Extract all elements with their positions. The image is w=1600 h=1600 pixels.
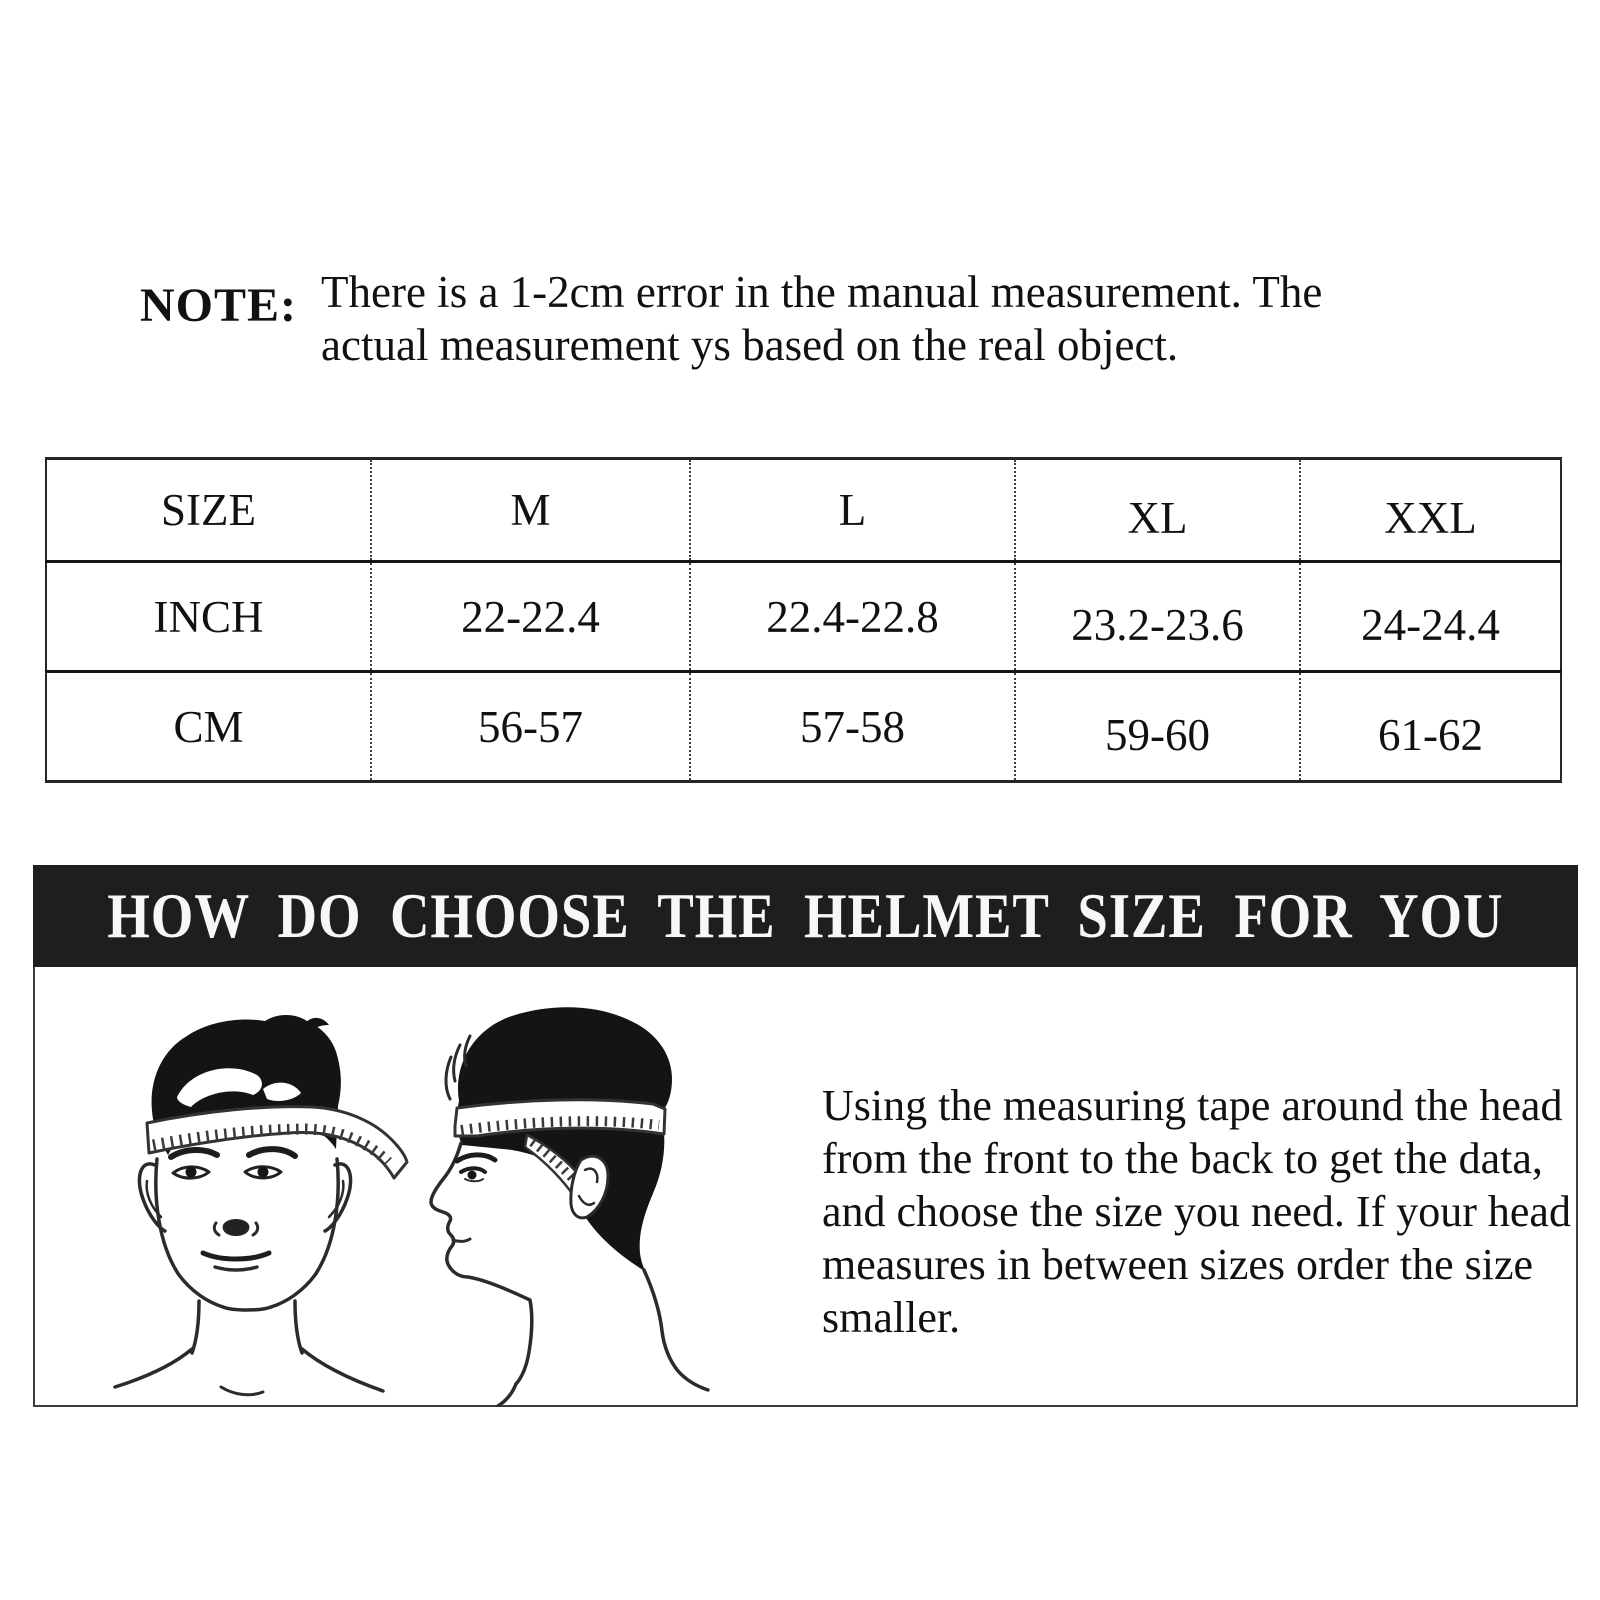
cm-l: 57-58 bbox=[689, 671, 1015, 782]
header-xxl: XXL bbox=[1299, 458, 1561, 562]
note-label: NOTE: bbox=[140, 279, 298, 332]
header-m: M bbox=[370, 458, 690, 562]
header-size: SIZE bbox=[161, 485, 256, 535]
cm-xxl: 61-62 bbox=[1299, 671, 1561, 782]
note-line-1: There is a 1-2cm error in the manual mea… bbox=[321, 267, 1323, 317]
instructions-line-1: Using the measuring tape around the head bbox=[822, 1081, 1563, 1130]
side-head-illustration bbox=[429, 1007, 710, 1407]
cm-m: 56-57 bbox=[370, 671, 690, 782]
table-row-inch: INCH 22-22.4 22.4-22.8 23.2-23.6 24-24.4 bbox=[46, 561, 1561, 672]
inch-xl: 23.2-23.6 bbox=[1014, 561, 1300, 672]
header-l: L bbox=[689, 458, 1015, 562]
instructions-line-4: measures in between sizes order the size bbox=[822, 1240, 1534, 1289]
cm-xl: 59-60 bbox=[1014, 671, 1300, 782]
note-section: NOTE: There is a 1-2cm error in the manu… bbox=[140, 266, 1322, 372]
instructions-line-3: and choose the size you need. If your he… bbox=[822, 1187, 1571, 1236]
head-measurement-illustration bbox=[113, 1007, 710, 1407]
row-label-inch: INCH bbox=[153, 591, 264, 642]
note-line-2: actual measurement ys based on the real … bbox=[321, 320, 1179, 370]
inch-l: 22.4-22.8 bbox=[689, 561, 1015, 672]
inch-m: 22-22.4 bbox=[370, 561, 690, 672]
note-text: There is a 1-2cm error in the manual mea… bbox=[321, 266, 1322, 372]
instructions-line-2: from the front to the back to get the da… bbox=[822, 1134, 1543, 1183]
row-label-cm: CM bbox=[173, 701, 244, 752]
header-xl: XL bbox=[1014, 458, 1300, 562]
inch-xxl: 24-24.4 bbox=[1299, 561, 1561, 672]
banner-title: HOW DO CHOOSE THE HELMET SIZE FOR YOU bbox=[107, 880, 1504, 951]
instructions-line-5: smaller. bbox=[822, 1293, 961, 1342]
table-header-row: SIZE M L XL XXL bbox=[46, 458, 1561, 562]
measuring-instructions-text: Using the measuring tape around the head… bbox=[822, 1079, 1571, 1344]
table-row-cm: CM 56-57 57-58 59-60 61-62 bbox=[46, 671, 1561, 782]
size-table: SIZE M L XL XXL INCH 22-22.4 22.4-22.8 2… bbox=[45, 457, 1562, 783]
measuring-instructions-box: Using the measuring tape around the head… bbox=[33, 967, 1578, 1407]
front-head-illustration bbox=[113, 1015, 409, 1397]
how-to-banner: HOW DO CHOOSE THE HELMET SIZE FOR YOU bbox=[33, 865, 1578, 967]
